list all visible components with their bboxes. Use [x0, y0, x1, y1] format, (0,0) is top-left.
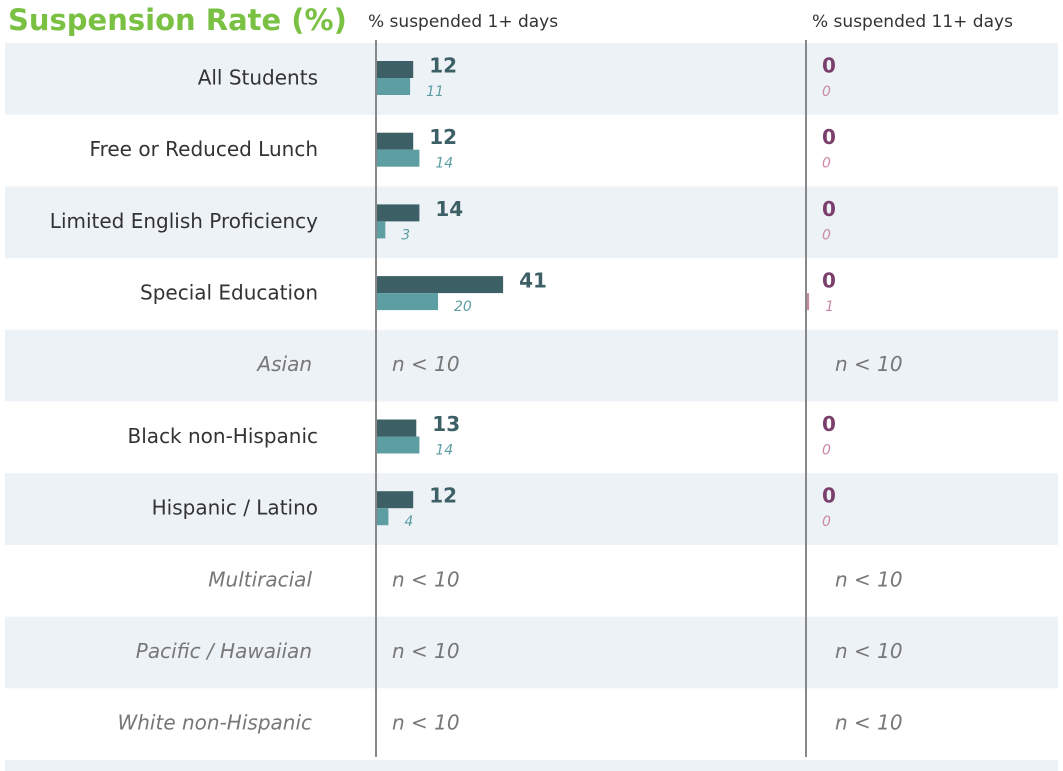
- row-label: Black non-Hispanic: [128, 424, 318, 448]
- value-label: 0: [822, 443, 831, 459]
- missing-label: n < 10: [835, 711, 903, 735]
- value-label: 14: [435, 443, 453, 459]
- panel-title: % suspended 1+ days: [368, 12, 558, 32]
- missing-label: n < 10: [835, 639, 903, 663]
- value-label: 14: [435, 197, 463, 221]
- value-label: 0: [822, 54, 836, 78]
- value-label: 0: [822, 84, 831, 100]
- value-label: 20: [454, 299, 472, 315]
- value-label: 0: [822, 269, 836, 293]
- row-label: White non-Hispanic: [117, 711, 312, 735]
- row-band: [5, 329, 1058, 402]
- missing-label: n < 10: [392, 567, 460, 591]
- missing-label: n < 10: [392, 711, 460, 735]
- bar: [376, 61, 414, 78]
- bar: [376, 436, 420, 454]
- bar: [806, 293, 810, 311]
- missing-label: n < 10: [392, 352, 460, 376]
- row-band: [5, 616, 1058, 689]
- value-label: 0: [822, 125, 836, 149]
- bar: [376, 78, 411, 95]
- value-label: 14: [435, 156, 453, 172]
- value-label: 12: [429, 54, 457, 78]
- panel-title: % suspended 11+ days: [812, 12, 1013, 32]
- bar: [376, 149, 420, 167]
- rows: [5, 43, 1058, 771]
- value-label: 12: [429, 125, 457, 149]
- bar: [376, 491, 414, 509]
- value-label: 12: [429, 484, 457, 508]
- value-label: 4: [404, 514, 413, 530]
- chart-title: Suspension Rate (%): [8, 3, 347, 37]
- value-label: 0: [822, 412, 836, 436]
- bar: [376, 132, 414, 150]
- row-label: Hispanic / Latino: [152, 496, 318, 520]
- row-band: [5, 473, 1058, 545]
- value-label: 0: [822, 197, 836, 221]
- missing-label: n < 10: [392, 639, 460, 663]
- bar: [376, 508, 389, 526]
- value-label: 13: [432, 412, 460, 436]
- bar: [376, 293, 438, 311]
- missing-label: n < 10: [835, 352, 903, 376]
- row-label: All Students: [198, 65, 318, 89]
- value-label: 0: [822, 227, 831, 243]
- value-label: 41: [519, 269, 547, 293]
- row-band: [5, 43, 1058, 115]
- row-label: Free or Reduced Lunch: [90, 137, 318, 161]
- value-label: 0: [822, 484, 836, 508]
- bar: [376, 204, 420, 222]
- row-label: Special Education: [140, 280, 318, 304]
- row-band: [5, 186, 1058, 259]
- value-label: 3: [401, 227, 410, 243]
- row-label: Asian: [255, 352, 312, 376]
- row-band: [5, 760, 1058, 771]
- value-label: 0: [822, 156, 831, 172]
- missing-label: n < 10: [835, 567, 903, 591]
- value-label: 1: [825, 299, 834, 315]
- bar: [376, 419, 417, 437]
- bar: [376, 221, 386, 239]
- bar: [376, 276, 504, 294]
- row-label: Pacific / Hawaiian: [136, 639, 312, 663]
- row-label: Multiracial: [208, 567, 312, 591]
- value-label: 11: [426, 84, 444, 100]
- value-label: 0: [822, 514, 831, 530]
- row-label: Limited English Proficiency: [50, 209, 318, 233]
